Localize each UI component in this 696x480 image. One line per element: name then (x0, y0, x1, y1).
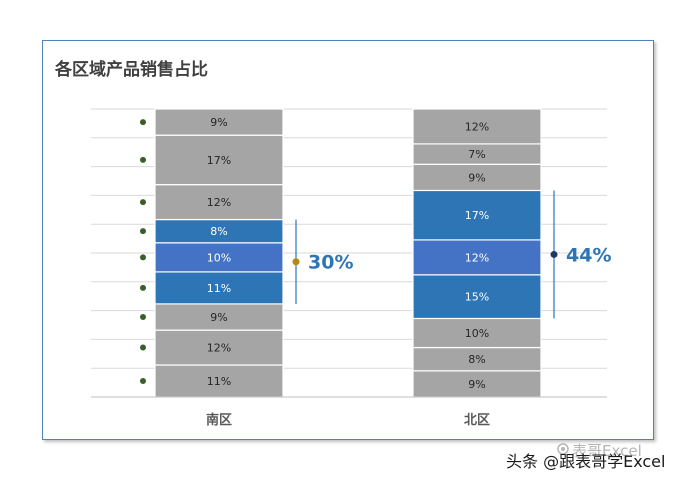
bar-segment (154, 329, 284, 366)
data-label: 12% (207, 196, 231, 209)
data-label: 9% (210, 116, 227, 129)
data-label: 12% (207, 342, 231, 355)
bar-segment (412, 274, 542, 320)
bar-segment (412, 189, 542, 241)
watermark-text: 头条 @跟表哥学Excel (506, 452, 666, 471)
data-label: 11% (207, 282, 231, 295)
bracket-marker (292, 258, 300, 266)
data-label: 12% (465, 120, 489, 133)
data-label: 15% (465, 291, 489, 304)
category-label: 北区 (464, 413, 490, 428)
segment-dot (140, 344, 146, 351)
bar-segment (412, 317, 542, 349)
bar-segment (412, 370, 542, 398)
data-label: 12% (465, 251, 489, 264)
plot-area: 11% 12% 9% 11% 10% 8% 12% 17% 9% 南区 30% 9% 8% 10% 15% 1… (91, 108, 611, 428)
segment-dot (140, 284, 146, 291)
data-label: 17% (465, 209, 489, 222)
data-label: 7% (468, 148, 485, 161)
segment-dot (140, 378, 146, 384)
data-label: 10% (207, 251, 231, 264)
watermark-swirl-icon (557, 443, 569, 455)
data-label: 8% (210, 225, 227, 238)
bracket-total-label: 44% (566, 244, 611, 266)
category-label: 南区 (206, 412, 232, 428)
bar-segment (412, 163, 542, 192)
bar-segment (154, 242, 284, 273)
bar-segment (154, 303, 284, 331)
segment-dot (140, 199, 146, 206)
segment-dot (140, 119, 146, 126)
data-label: 9% (210, 311, 227, 324)
watermark-ghost-text: 表哥Excel (572, 442, 642, 460)
data-label: 10% (465, 327, 489, 340)
data-label: 11% (207, 375, 231, 388)
segment-dot (140, 254, 146, 261)
data-label: 9% (468, 378, 485, 391)
bar-segment (412, 108, 542, 145)
bar-segment (154, 184, 284, 221)
data-label: 9% (468, 171, 485, 184)
bar-segment (154, 108, 284, 136)
bar-segment (154, 271, 284, 305)
bar-segment (154, 134, 284, 186)
data-label: 17% (207, 154, 231, 167)
segment-dot (140, 314, 146, 320)
bracket-marker (550, 250, 558, 258)
data-label: 8% (468, 353, 485, 366)
chart-frame: 各区域产品销售占比 11% 12% 9% 11% 10% 8% 12% 17% 9% 南区 30% 9… (42, 40, 654, 440)
bracket-total-label: 30% (308, 252, 353, 274)
segment-dot (140, 228, 146, 235)
segment-dot (140, 156, 146, 163)
chart-title: 各区域产品销售占比 (55, 60, 208, 80)
